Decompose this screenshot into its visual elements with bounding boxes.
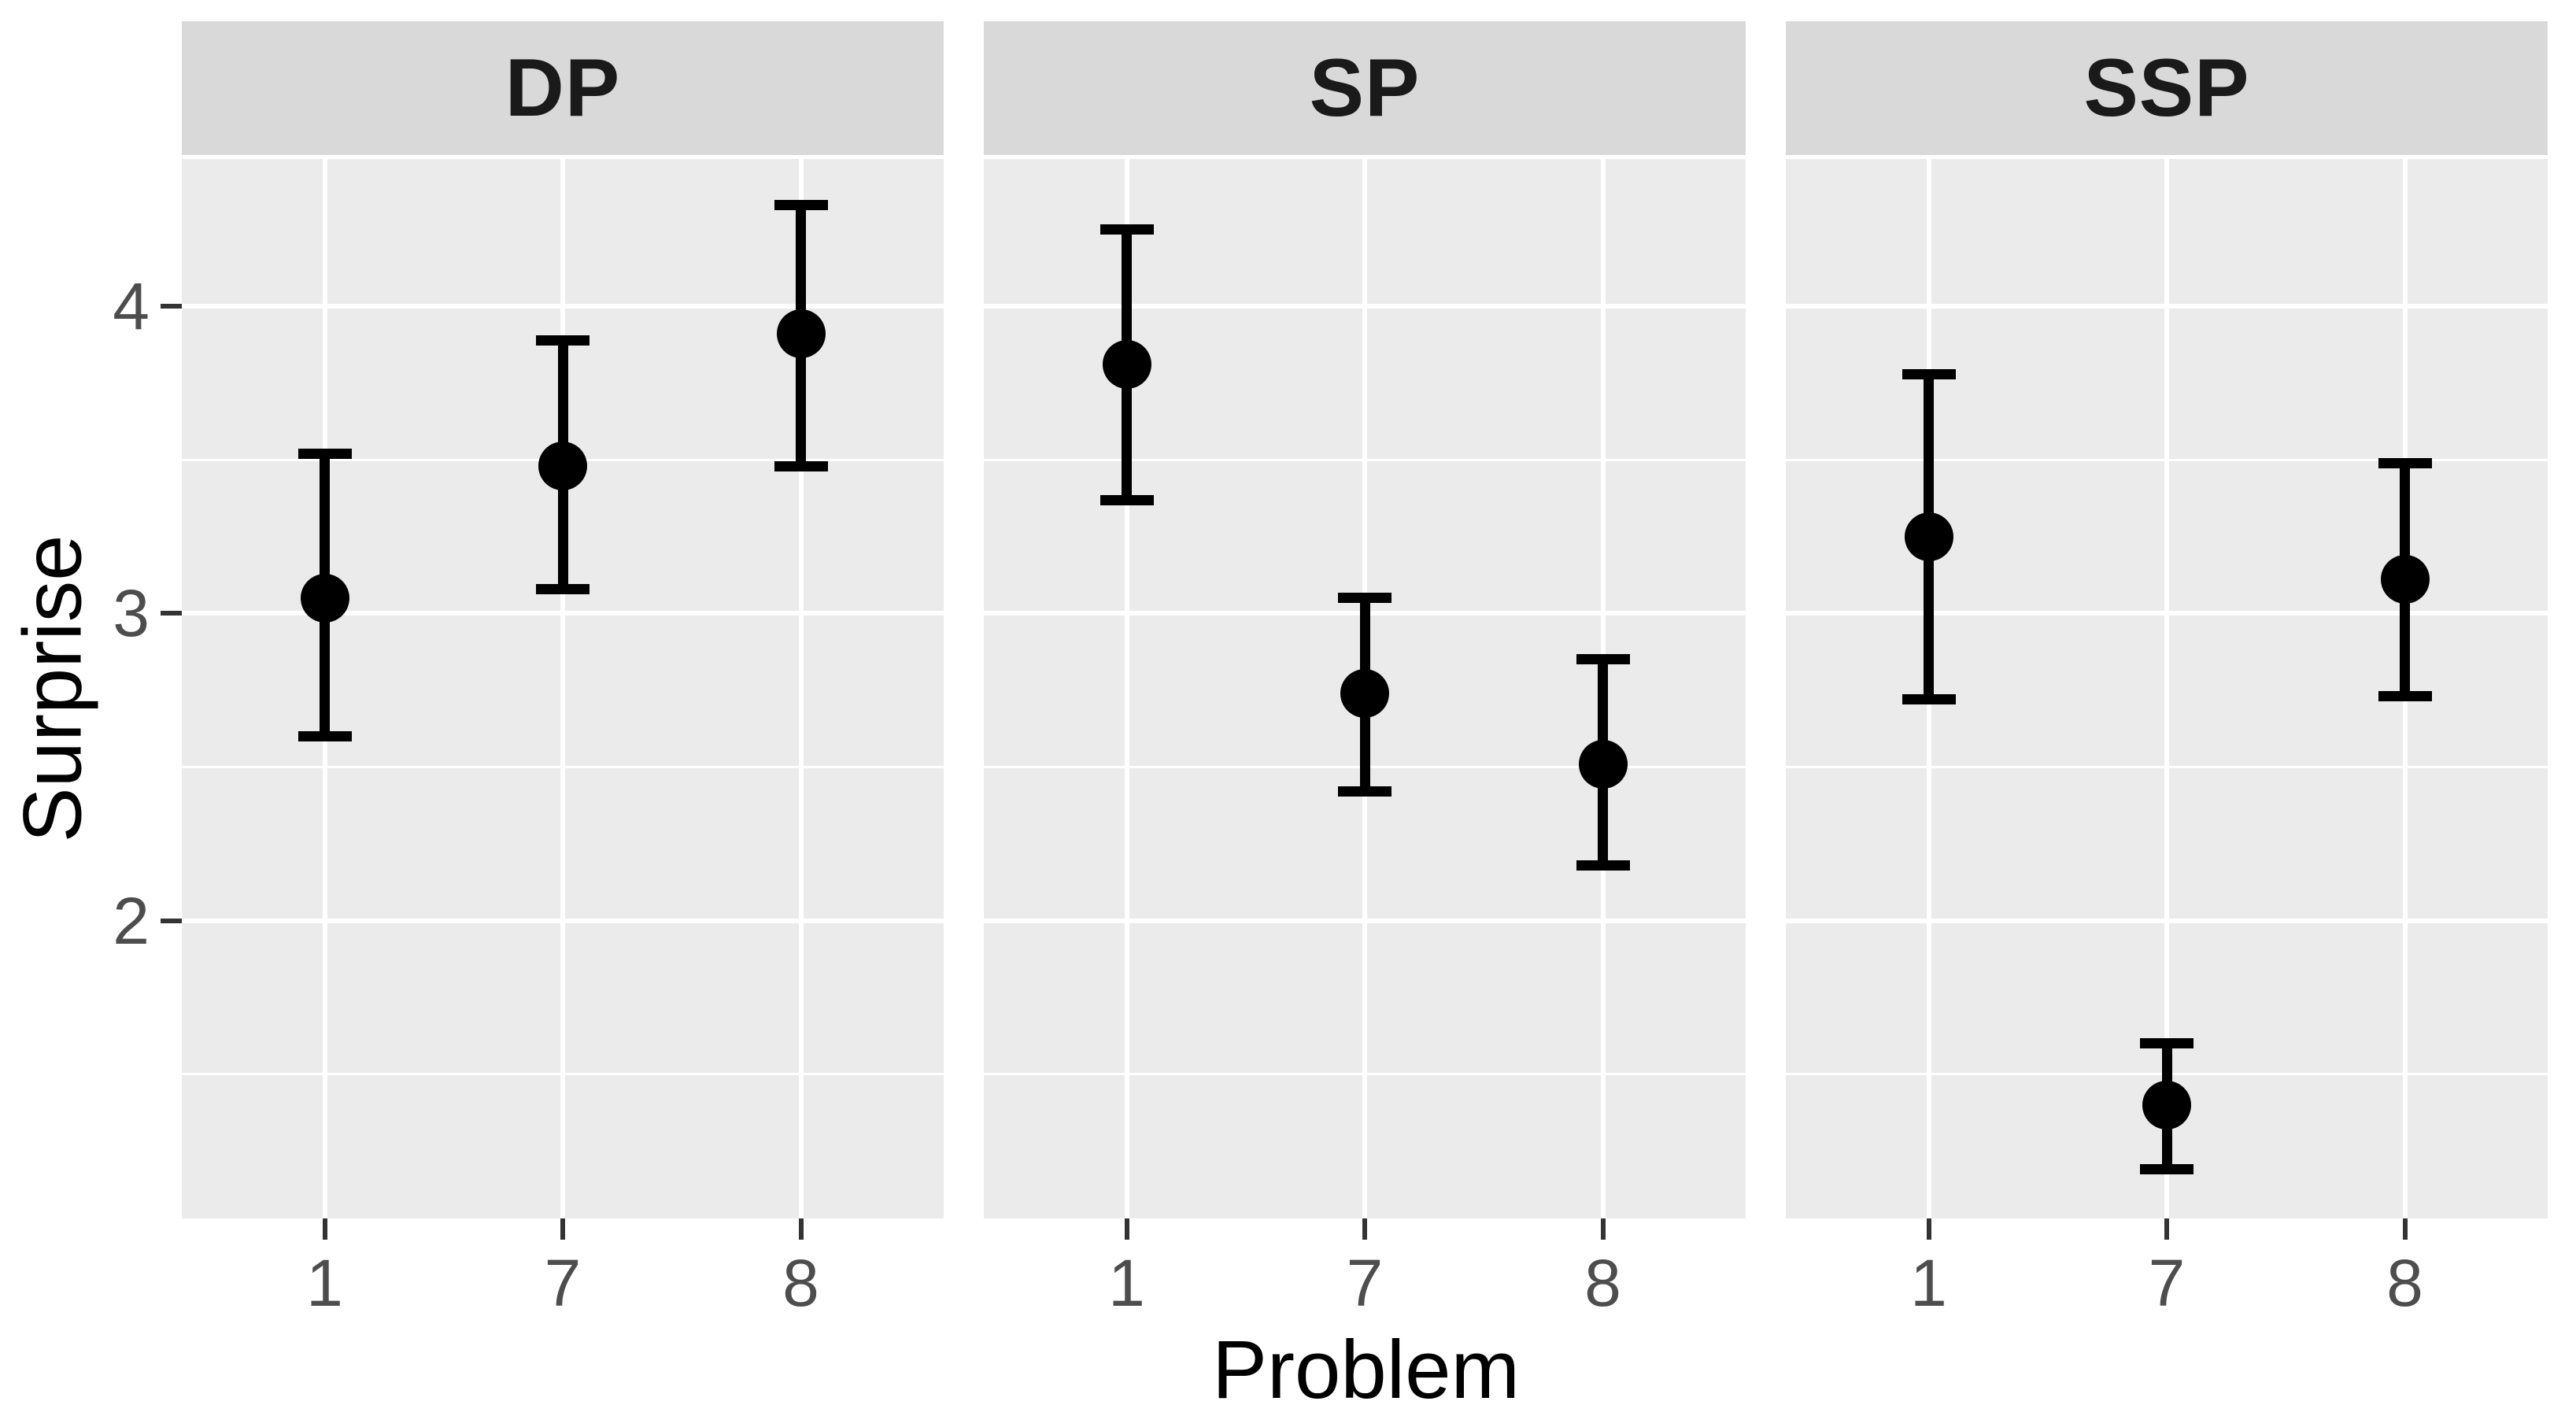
facet-panel: [984, 159, 1746, 1218]
x-tick-mark: [1362, 1218, 1367, 1240]
y-tick-label: 2: [113, 883, 150, 958]
facet-panel: [182, 159, 944, 1218]
point-estimate: [2380, 555, 2430, 604]
error-cap-top: [1338, 593, 1391, 604]
error-cap-bottom: [1338, 786, 1391, 797]
y-tick-mark: [161, 304, 182, 309]
facet-dp: DP: [182, 0, 944, 1416]
facet-panel: [1786, 159, 2548, 1218]
y-tick-mark: [161, 611, 182, 616]
x-tick-mark: [798, 1218, 804, 1240]
facet-ssp: SSP: [1786, 0, 2548, 1416]
error-cap-top: [774, 200, 828, 211]
facet-strip-label: DP: [504, 42, 621, 134]
x-tick-mark: [2402, 1218, 2408, 1240]
x-tick-mark: [1926, 1218, 1931, 1240]
error-cap-bottom: [1902, 694, 1956, 705]
error-cap-top: [2140, 1038, 2193, 1049]
error-cap-top: [2378, 457, 2432, 468]
error-cap-top: [298, 449, 352, 460]
error-cap-top: [1576, 654, 1630, 665]
gridline-major-x: [798, 159, 804, 1218]
point-estimate: [300, 573, 349, 623]
point-estimate: [1578, 739, 1628, 789]
point-estimate: [1102, 340, 1151, 390]
y-tick-mark: [161, 918, 182, 923]
error-cap-bottom: [2140, 1164, 2193, 1175]
x-tick-label: 1: [1910, 1246, 1947, 1320]
point-estimate: [538, 442, 587, 491]
error-cap-bottom: [1100, 494, 1154, 505]
x-tick-label: 8: [2386, 1246, 2423, 1320]
y-tick-label: 3: [113, 576, 150, 651]
error-cap-bottom: [1576, 860, 1630, 871]
gridline-major-x: [1124, 159, 1129, 1218]
error-cap-bottom: [536, 583, 589, 594]
facet-strip: SP: [984, 21, 1746, 155]
point-estimate: [1904, 512, 1953, 561]
error-cap-bottom: [774, 460, 828, 471]
x-tick-mark: [1600, 1218, 1606, 1240]
error-cap-top: [536, 335, 589, 346]
gridline-major-x: [2164, 159, 2169, 1218]
error-cap-bottom: [298, 730, 352, 741]
point-estimate: [2142, 1080, 2191, 1129]
x-tick-label: 8: [1584, 1246, 1621, 1320]
point-estimate: [1340, 668, 1389, 718]
error-cap-top: [1100, 224, 1154, 235]
gridline-major-x: [560, 159, 565, 1218]
error-cap-bottom: [2378, 691, 2432, 702]
x-tick-label: 8: [782, 1246, 819, 1320]
x-tick-label: 7: [544, 1246, 582, 1320]
x-tick-label: 1: [306, 1246, 343, 1320]
point-estimate: [776, 309, 826, 359]
x-tick-mark: [2164, 1218, 2169, 1240]
x-tick-mark: [322, 1218, 327, 1240]
x-tick-label: 7: [2148, 1246, 2186, 1320]
x-tick-mark: [560, 1218, 565, 1240]
facet-strip: SSP: [1786, 21, 2548, 155]
x-tick-mark: [1124, 1218, 1129, 1240]
facet-strip-label: SP: [1309, 42, 1421, 134]
error-cap-top: [1902, 368, 1956, 379]
x-axis-title: Problem: [1212, 1324, 1520, 1416]
facet-sp: SP: [984, 0, 1746, 1416]
facet-strip-label: SSP: [2083, 42, 2250, 134]
x-tick-label: 7: [1346, 1246, 1384, 1320]
y-tick-label: 4: [113, 269, 150, 344]
facet-strip: DP: [182, 21, 944, 155]
x-tick-label: 1: [1108, 1246, 1145, 1320]
